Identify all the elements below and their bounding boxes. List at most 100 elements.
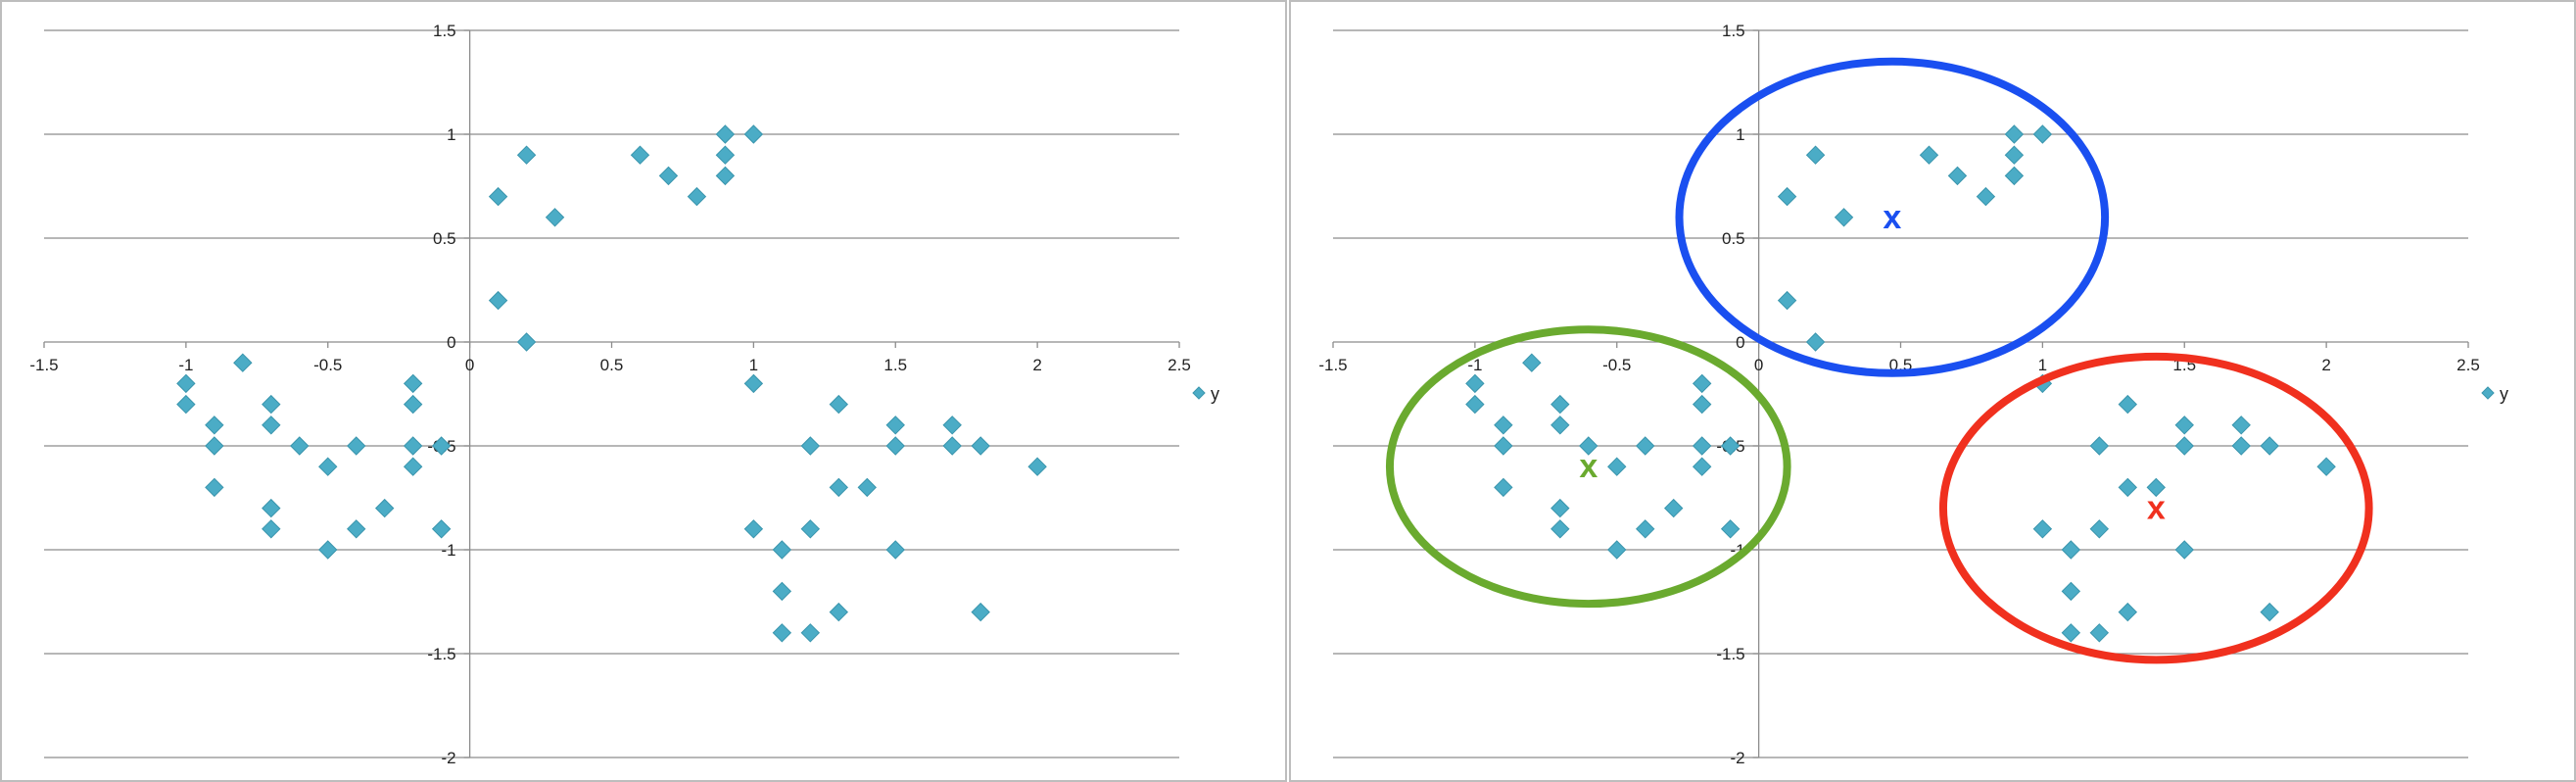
data-point [658,166,679,186]
data-point [2231,415,2251,435]
data-point [857,477,877,498]
data-point [1494,436,1513,456]
data-point [1692,373,1712,394]
data-point [772,581,792,602]
data-point [743,519,764,539]
data-point [2118,602,2138,622]
cluster-centroid-marker: x [1579,448,1598,485]
data-point [431,519,452,539]
data-point [1720,436,1741,456]
data-point [800,623,821,643]
data-point [262,415,281,435]
data-point [2061,540,2081,560]
data-point [2061,581,2081,602]
data-point [2231,436,2251,456]
x-tick-label: -1.5 [29,356,58,374]
data-point [233,353,253,372]
cluster-ellipse [1938,352,2373,664]
data-point [262,498,281,518]
data-point [1777,290,1797,311]
data-point [743,373,764,394]
data-point [772,540,792,560]
y-tick-label: -2 [442,749,456,767]
data-point [2004,124,2025,144]
data-point [176,373,196,394]
data-point [2118,394,2138,415]
data-point [1919,145,1939,165]
data-point [1522,353,1542,372]
data-point [1550,498,1570,518]
y-tick-label: 0 [1736,333,1744,352]
data-point [1465,394,1485,415]
data-point [1720,519,1741,539]
y-tick-label: 1.5 [1722,22,1745,40]
data-point [1027,457,1047,476]
cluster-ellipse [1675,57,2110,377]
data-point [205,477,224,498]
data-point [290,436,310,456]
data-point [1777,186,1797,207]
data-point [800,519,821,539]
data-point [1607,540,1627,560]
data-point [1494,477,1513,498]
data-point [971,602,990,622]
data-point [1947,166,1968,186]
data-point [516,332,537,352]
data-point [516,145,537,165]
legend-marker [2481,386,2495,400]
data-point [1805,145,1826,165]
x-tick-label: 2.5 [1168,356,1191,374]
data-point [800,436,821,456]
left-chart-panel: -1.5-1-0.500.511.522.51.510.50-0.5-1-1.5… [0,0,1287,782]
x-tick-label: 0 [465,356,474,374]
data-point [545,208,565,227]
x-tick-label: 0 [1754,356,1763,374]
x-tick-label: 1 [749,356,758,374]
data-point [1636,519,1655,539]
data-point [2316,457,2336,476]
data-point [318,457,338,476]
data-point [2032,124,2053,144]
x-tick-label: -0.5 [313,356,342,374]
data-point [2089,436,2110,456]
data-point [2061,623,2081,643]
data-point [2260,436,2279,456]
data-point [1834,208,1854,227]
data-point [205,415,224,435]
data-point [1494,415,1513,435]
data-point [488,186,508,207]
data-point [262,394,281,415]
cluster-centroid-marker: x [2147,490,2166,527]
y-tick-label: 0 [447,333,455,352]
data-point [829,602,849,622]
data-point [2004,145,2025,165]
data-point [403,373,423,394]
data-point [2004,166,2025,186]
data-point [715,145,736,165]
x-tick-label: 0.5 [600,356,624,374]
right-chart-panel: -1.5-1-0.500.511.522.51.510.50-0.5-1-1.5… [1289,0,2576,782]
y-tick-label: -1.5 [427,645,455,663]
data-point [829,394,849,415]
data-point [885,415,905,435]
cluster-ellipse [1385,325,1791,609]
y-tick-label: 1 [447,125,455,144]
x-tick-label: -1.5 [1318,356,1347,374]
data-point [1663,498,1684,518]
y-tick-label: 1 [1736,125,1744,144]
data-point [488,290,508,311]
data-point [2089,519,2110,539]
y-tick-label: 0.5 [433,229,456,248]
data-point [262,519,281,539]
data-point [403,394,423,415]
data-point [885,436,905,456]
cluster-centroid-marker: x [1883,199,1901,236]
x-tick-label: 2.5 [2457,356,2480,374]
data-point [2032,519,2053,539]
data-point [347,519,366,539]
right-scatter-chart: -1.5-1-0.500.511.522.51.510.50-0.5-1-1.5… [1318,22,2508,767]
data-point [205,436,224,456]
legend-marker [1192,386,1206,400]
data-point [942,415,962,435]
x-tick-label: 1 [2038,356,2047,374]
